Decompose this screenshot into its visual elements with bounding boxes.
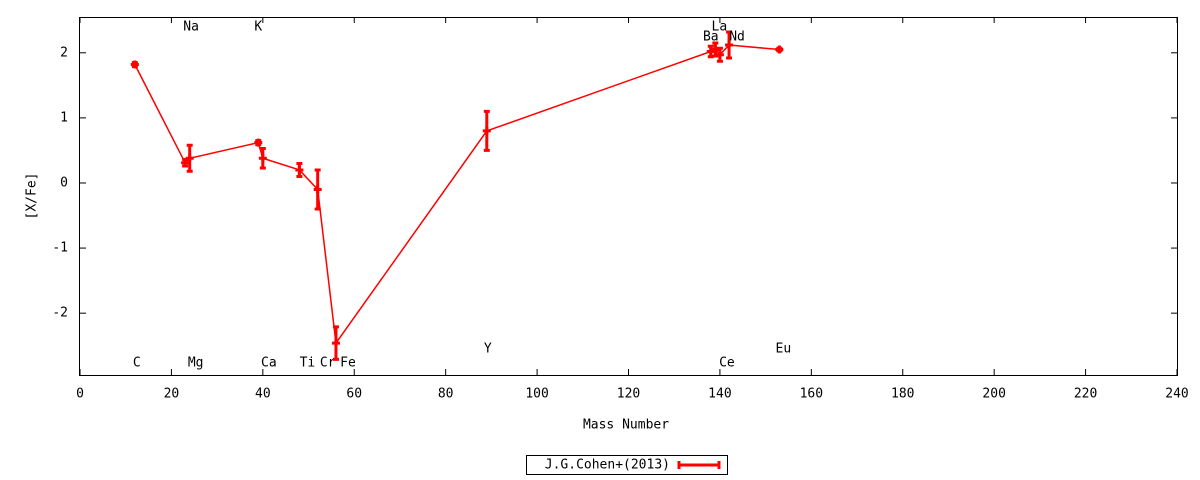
- x-tick-label: 100: [525, 387, 548, 402]
- data-point: [482, 126, 491, 135]
- x-tick-label: 60: [346, 387, 362, 402]
- x-tick-label: 120: [617, 387, 640, 402]
- data-point: [254, 138, 263, 147]
- element-label: Fe: [340, 356, 356, 371]
- element-label: Y: [484, 342, 492, 357]
- element-label: Cr: [320, 356, 336, 371]
- series-line: [134, 44, 780, 346]
- element-label: Mg: [188, 356, 204, 371]
- x-tick-label: 160: [800, 387, 823, 402]
- data-point: [331, 339, 340, 348]
- data-point: [725, 40, 734, 49]
- data-point: [775, 45, 784, 54]
- element-label: Eu: [776, 342, 792, 357]
- data-point: [313, 185, 322, 194]
- x-tick-label: 80: [438, 387, 454, 402]
- plot-frame: [79, 17, 1178, 376]
- element-label: Na: [183, 20, 199, 35]
- y-tick-label: 1: [60, 110, 68, 125]
- legend-box: [526, 455, 728, 475]
- legend-swatch: [677, 461, 721, 469]
- x-tick-label: 0: [76, 387, 84, 402]
- y-tick-label: -2: [52, 306, 68, 321]
- element-label: Ca: [261, 356, 277, 371]
- data-point: [715, 50, 724, 59]
- data-point: [185, 154, 194, 163]
- data-point: [130, 60, 139, 69]
- data-point: [295, 165, 304, 174]
- data-point: [181, 158, 190, 167]
- element-label: K: [254, 20, 262, 35]
- x-tick-label: 180: [891, 387, 914, 402]
- x-tick-label: 220: [1074, 387, 1097, 402]
- element-label: Nd: [729, 30, 745, 45]
- data-point: [258, 154, 267, 163]
- y-tick-label: 2: [60, 45, 68, 60]
- y-axis-label: [X/Fe]: [25, 173, 40, 220]
- y-tick-label: -1: [52, 241, 68, 256]
- element-label: La: [712, 20, 728, 35]
- element-label: Ba: [703, 30, 719, 45]
- x-tick-label: 240: [1165, 387, 1188, 402]
- element-label: C: [133, 356, 141, 371]
- legend-label: J.G.Cohen+(2013): [545, 458, 670, 473]
- x-tick-label: 140: [708, 387, 731, 402]
- x-tick-label: 20: [164, 387, 180, 402]
- x-tick-label: 200: [982, 387, 1005, 402]
- x-axis-label: Mass Number: [583, 418, 669, 433]
- y-tick-label: 0: [60, 175, 68, 190]
- element-label: Ce: [719, 356, 735, 371]
- x-tick-label: 40: [255, 387, 271, 402]
- element-label: Ti: [300, 356, 316, 371]
- data-point: [706, 47, 715, 56]
